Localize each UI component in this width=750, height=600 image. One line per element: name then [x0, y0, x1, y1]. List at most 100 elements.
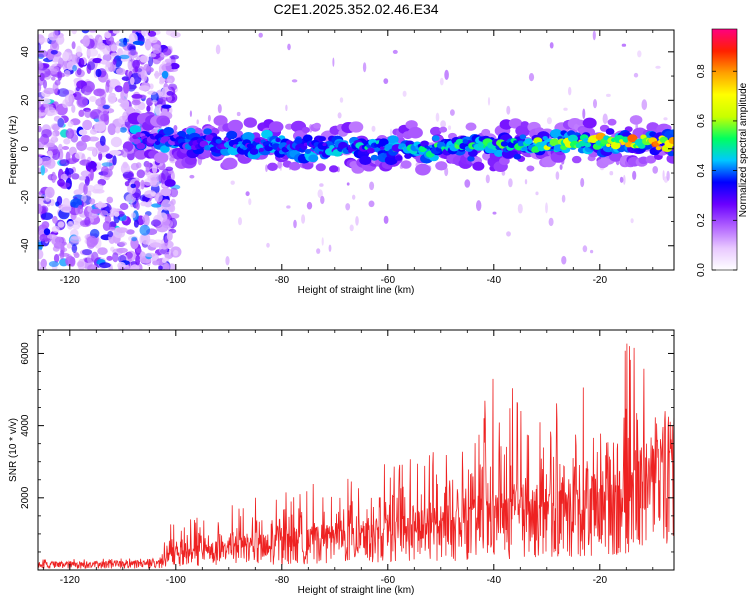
noise-blob: [105, 81, 110, 93]
band-blob: [163, 127, 175, 136]
band-blob: [275, 137, 281, 143]
noise-blob: [149, 36, 158, 44]
noise-blob: [102, 168, 113, 178]
x-tick-label: -80: [275, 575, 290, 586]
colorbar-tick-label: 0.6: [696, 114, 707, 128]
noise-blob: [145, 161, 151, 173]
band-blob: [136, 142, 146, 150]
band-blob: [359, 155, 372, 165]
band-blob: [267, 162, 278, 171]
noise-blob: [106, 196, 114, 204]
noise-blob: [38, 109, 42, 119]
noise-blob: [43, 228, 51, 236]
scatter-blob: [286, 205, 291, 209]
band-blob: [430, 126, 442, 136]
figure-title: C2E1.2025.352.02.46.E34: [273, 1, 438, 17]
band-blob: [576, 119, 585, 126]
noise-blob: [84, 109, 92, 118]
scatter-blob: [337, 112, 342, 119]
band-blob: [318, 151, 323, 155]
noise-blob: [65, 52, 72, 62]
noise-blob: [47, 150, 53, 159]
scatter-blob: [238, 217, 242, 226]
scatter-blob: [339, 97, 344, 103]
noise-blob: [55, 34, 65, 45]
noise-blob: [102, 104, 111, 110]
noise-blob: [47, 109, 59, 116]
noise-blob: [78, 129, 88, 136]
noise-blob: [147, 90, 157, 96]
noise-blob: [57, 221, 65, 228]
scatter-blob: [447, 125, 452, 130]
y-tick-label: -20: [20, 190, 31, 205]
band-blob: [610, 141, 621, 150]
noise-blob: [69, 220, 80, 225]
scatter-blob: [464, 179, 471, 188]
noise-blob: [97, 247, 108, 256]
scatter-blob: [545, 202, 548, 214]
x-tick-label: -40: [487, 575, 502, 586]
band-blob: [645, 155, 657, 164]
noise-blob: [115, 68, 126, 75]
band-blob: [160, 145, 170, 153]
band-blob: [584, 142, 592, 148]
noise-blob: [69, 236, 82, 243]
noise-blob: [76, 67, 82, 76]
scatter-blob: [621, 43, 627, 47]
snr-series-line: [38, 343, 674, 569]
noise-blob: [119, 54, 130, 60]
scatter-blob: [609, 171, 614, 176]
band-blob: [400, 160, 412, 169]
noise-blob: [120, 163, 130, 175]
noise-blob: [51, 76, 56, 81]
noise-blob: [114, 85, 123, 93]
y-tick-label: 20: [20, 94, 31, 106]
colorbar-tick-label: 0.2: [696, 213, 707, 227]
noise-blob: [119, 127, 127, 133]
noise-blob: [107, 93, 117, 104]
scatter-blob: [528, 73, 535, 82]
noise-blob: [131, 236, 138, 242]
noise-blob: [162, 48, 172, 56]
band-blob: [520, 121, 529, 128]
scatter-blob: [301, 214, 306, 224]
noise-blob: [71, 244, 78, 253]
scatter-blob: [392, 49, 398, 54]
noise-blob: [140, 201, 148, 207]
noise-blob: [77, 96, 89, 107]
noise-blob: [136, 169, 145, 179]
scatter-blob: [633, 72, 639, 78]
noise-blob: [133, 219, 139, 228]
noise-blob: [146, 105, 151, 112]
noise-blob: [102, 53, 112, 62]
spectrogram-x-label: Height of straight line (km): [298, 285, 415, 296]
scatter-blob: [524, 179, 528, 185]
y-tick-label: 0: [20, 146, 31, 152]
x-tick-label: -120: [60, 275, 80, 286]
noise-blob: [71, 41, 76, 50]
noise-blob: [131, 99, 141, 106]
spectrogram-y-label: Frequency (Hz): [8, 116, 19, 185]
scatter-blob: [258, 32, 263, 38]
noise-blob: [39, 156, 52, 166]
scatter-blob: [207, 114, 211, 122]
band-blob: [494, 149, 504, 157]
band-blob: [513, 153, 522, 160]
colorbar-label: Normalized spectral amplitude: [738, 82, 749, 217]
band-blob: [387, 135, 399, 144]
noise-blob: [60, 173, 68, 181]
noise-blob: [48, 261, 60, 267]
scatter-blob: [196, 119, 199, 125]
y-tick-label: 4000: [20, 414, 31, 437]
band-blob: [268, 121, 284, 133]
noise-blob: [38, 139, 45, 150]
noise-blob: [166, 91, 174, 96]
snr-x-label: Height of straight line (km): [298, 585, 415, 596]
band-blob: [294, 137, 303, 145]
noise-blob: [78, 109, 85, 117]
noise-blob: [88, 96, 97, 102]
noise-blob: [38, 125, 42, 133]
scatter-blob: [332, 57, 335, 67]
band-blob: [308, 154, 319, 163]
noise-blob: [76, 140, 87, 152]
